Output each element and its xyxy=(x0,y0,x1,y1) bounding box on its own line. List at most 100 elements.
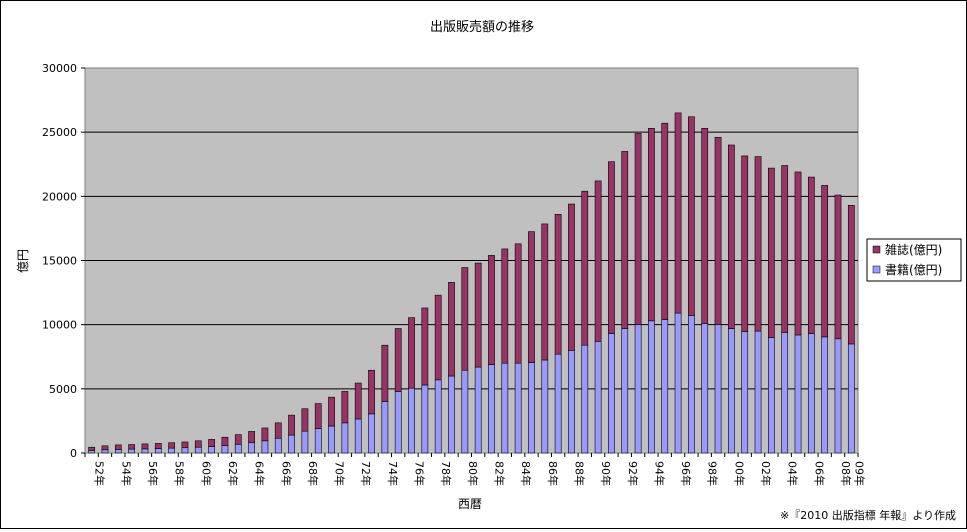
bar-books xyxy=(781,332,789,454)
bar-books xyxy=(488,364,495,454)
bar-magazines xyxy=(368,369,375,415)
bar-magazines xyxy=(274,422,282,439)
bar-magazines xyxy=(434,294,442,381)
bars xyxy=(88,112,855,454)
bar-books xyxy=(261,440,269,454)
x-tick-label: 86年 xyxy=(546,461,560,486)
bar-books xyxy=(528,362,535,454)
bar-books xyxy=(554,353,562,454)
bar-magazines xyxy=(754,156,762,332)
bar-books xyxy=(194,446,202,454)
bar-books xyxy=(501,362,509,454)
bar-magazines xyxy=(168,442,175,449)
bar-books xyxy=(648,320,655,454)
bar-magazines xyxy=(341,391,349,424)
bar-books xyxy=(741,331,749,454)
x-tick-label: 74年 xyxy=(386,461,400,486)
bar-magazines xyxy=(328,396,335,427)
x-tick-label: 52年 xyxy=(93,461,107,486)
bar-books xyxy=(794,334,802,454)
x-tick-label: 72年 xyxy=(359,461,373,486)
x-tick-label: 06年 xyxy=(812,461,826,486)
y-axis-label: 億円 xyxy=(16,249,30,273)
bar-magazines xyxy=(701,128,709,324)
x-tick-label: 62年 xyxy=(226,461,240,486)
bar-magazines xyxy=(594,180,602,342)
bar-books xyxy=(154,448,162,454)
bar-magazines xyxy=(621,151,629,329)
bar-magazines xyxy=(794,171,802,336)
x-tick-label: 60年 xyxy=(199,461,213,486)
x-tick-label: 64年 xyxy=(253,461,267,486)
x-tick-label: 82年 xyxy=(492,461,506,486)
bar-books xyxy=(514,362,522,454)
legend-label-magazines: 雑誌(億円) xyxy=(885,242,942,257)
bar-books xyxy=(728,328,735,454)
bar-magazines xyxy=(674,112,682,314)
bar-books xyxy=(114,449,122,454)
bar-magazines xyxy=(714,137,722,325)
x-tick-label: 90年 xyxy=(599,461,613,486)
x-tick-label: 56年 xyxy=(146,461,160,486)
bar-magazines xyxy=(301,408,309,432)
bar-magazines xyxy=(741,155,749,333)
x-tick-label: 96年 xyxy=(679,461,693,486)
bar-books xyxy=(568,350,575,454)
bar-magazines xyxy=(568,203,575,351)
legend: 雑誌(億円) 書籍(億円) xyxy=(866,238,962,282)
bar-magazines xyxy=(847,205,855,345)
x-tick-label: 80年 xyxy=(466,461,480,486)
bar-books xyxy=(421,384,429,454)
x-tick-label: 78年 xyxy=(439,461,453,486)
bar-books xyxy=(581,344,589,454)
bar-magazines xyxy=(728,144,735,329)
bar-books xyxy=(807,333,815,454)
bar-magazines xyxy=(648,128,655,322)
x-tick-label: 54年 xyxy=(119,461,133,486)
bar-magazines xyxy=(248,431,255,444)
x-tick-label: 68年 xyxy=(306,461,320,486)
bar-books xyxy=(208,446,215,454)
bar-magazines xyxy=(88,446,96,451)
bar-magazines xyxy=(114,444,122,450)
bar-magazines xyxy=(181,441,189,449)
bar-books xyxy=(128,448,136,454)
bar-magazines xyxy=(528,231,535,363)
bar-magazines xyxy=(128,444,136,450)
bar-magazines xyxy=(634,133,642,325)
bar-books xyxy=(381,401,389,454)
bar-books xyxy=(354,418,362,454)
y-tick-label: 30000 xyxy=(42,62,77,75)
chart-title: 出版販売額の推移 xyxy=(430,19,534,35)
bar-books xyxy=(168,447,175,454)
legend-box xyxy=(866,238,962,282)
bar-books xyxy=(674,312,682,454)
x-tick-label: 58年 xyxy=(173,461,187,486)
bar-magazines xyxy=(541,223,549,361)
bar-books xyxy=(314,428,322,454)
bar-magazines xyxy=(234,434,242,445)
bar-books xyxy=(688,315,695,454)
bar-books xyxy=(234,443,242,454)
legend-swatch-books xyxy=(872,265,881,274)
y-axis-ticks: 0 5000 10000 15000 20000 25000 30000 xyxy=(42,62,85,460)
bar-magazines xyxy=(448,282,455,377)
bar-magazines xyxy=(101,445,109,451)
bar-magazines xyxy=(821,185,829,338)
bar-books xyxy=(341,422,349,454)
x-tick-label: 94年 xyxy=(652,461,666,486)
bar-books xyxy=(714,324,722,454)
y-tick-label: 0 xyxy=(70,447,77,460)
bar-books xyxy=(101,449,109,454)
x-tick-label: 98年 xyxy=(706,461,720,486)
bar-books xyxy=(368,413,375,454)
bar-magazines xyxy=(141,443,149,450)
x-tick-label: 02年 xyxy=(759,461,773,486)
y-tick-label: 15000 xyxy=(42,255,77,268)
bar-magazines xyxy=(154,443,162,449)
bar-magazines xyxy=(461,267,469,371)
bar-magazines xyxy=(807,176,815,334)
bar-books xyxy=(181,447,189,454)
